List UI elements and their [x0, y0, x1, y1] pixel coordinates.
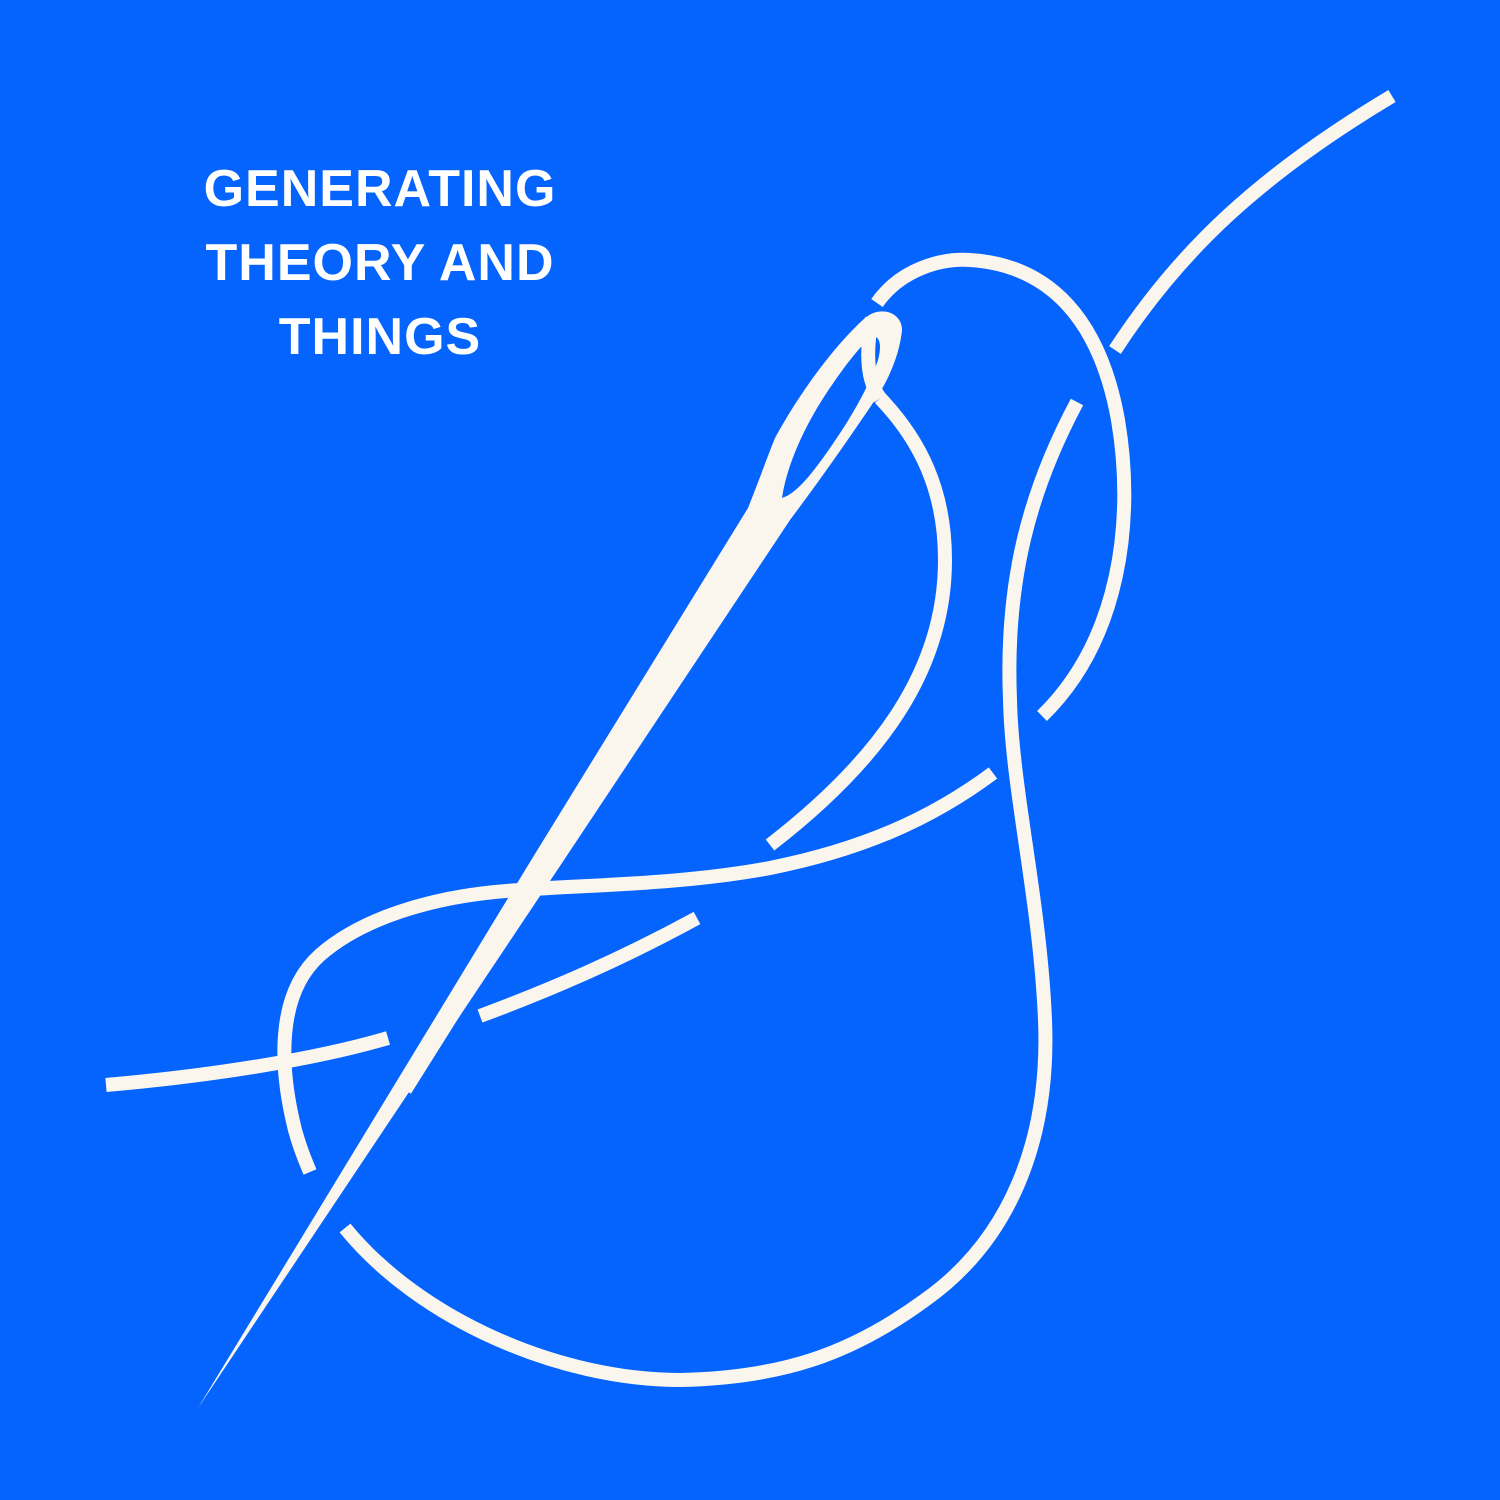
thread-inner-curve	[765, 393, 952, 851]
poster-title: GENERATING THEORY AND THINGS	[130, 152, 630, 374]
title-line-1: GENERATING	[203, 160, 557, 218]
title-line-2: THEORY AND	[205, 234, 555, 292]
title-line-3: THINGS	[278, 308, 482, 366]
thread-middle-segment	[477, 911, 701, 1023]
thread-horizontal-wave	[277, 767, 998, 1175]
needle-eye-shape	[782, 336, 880, 498]
thread-descending	[339, 398, 1084, 1387]
thread-eye-loop	[861, 316, 886, 403]
needle-shaft-lower	[399, 922, 514, 1094]
thread-left-tail	[105, 1031, 390, 1092]
thread-upper-arc	[1109, 89, 1396, 354]
thread-right-loop	[871, 252, 1132, 722]
needle-shape	[198, 311, 902, 1408]
